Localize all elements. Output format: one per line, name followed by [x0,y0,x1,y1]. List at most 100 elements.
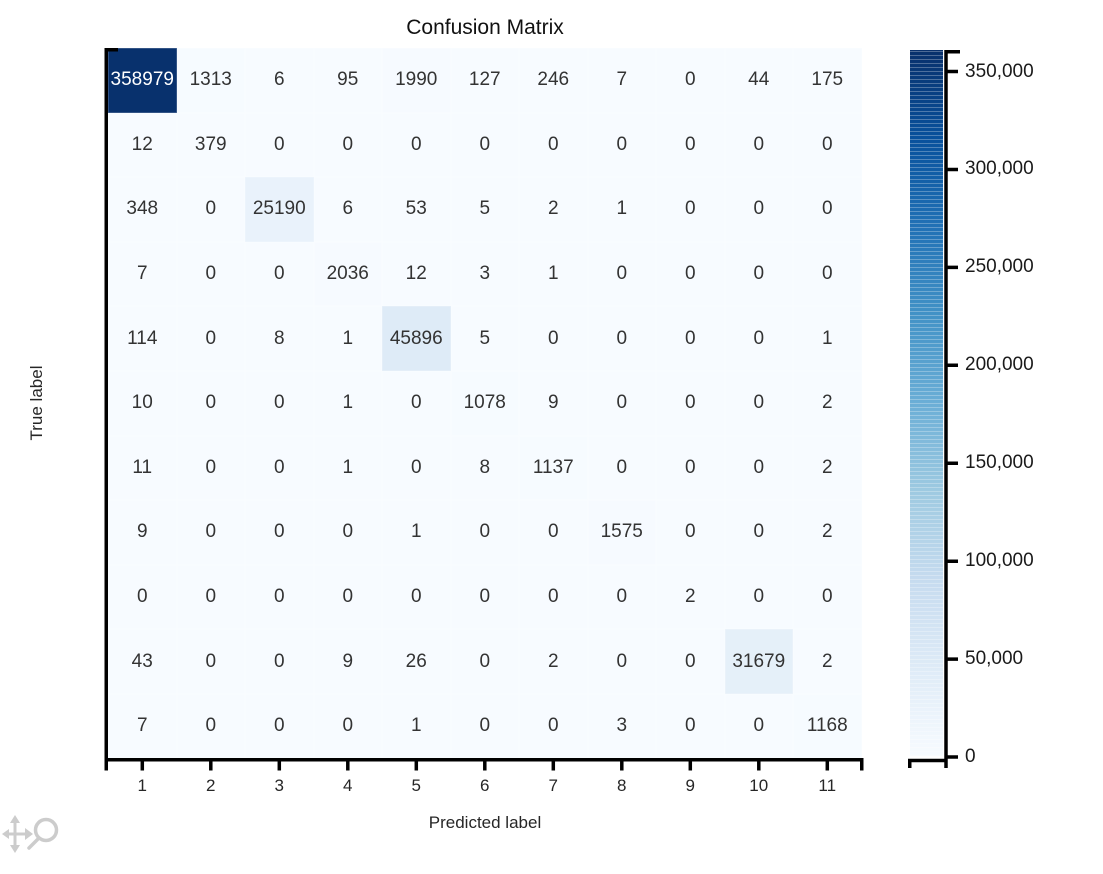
matrix-cell: 0 [587,241,656,307]
matrix-cell: 0 [587,370,656,436]
x-tick-label: 6 [480,776,490,795]
matrix-cell: 1137 [519,435,588,501]
matrix-cell: 0 [724,306,793,371]
matrix-cell: 0 [450,564,519,630]
matrix-cell: 0 [176,370,245,436]
matrix-cell: 2 [519,629,588,694]
matrix-cell: 2 [793,370,862,436]
matrix-cell: 1 [382,693,451,759]
matrix-cell: 0 [656,370,725,436]
matrix-cell: 1 [313,306,382,371]
matrix-cell: 8 [245,306,314,371]
matrix-cell: 0 [382,112,451,178]
x-tick-label: 11 [818,776,837,795]
colorbar-tick-label: 100,000 [965,550,1034,572]
matrix-cell: 0 [656,48,725,113]
matrix-cell: 2 [656,564,725,630]
matrix-cell: 0 [519,564,588,630]
matrix-cell: 0 [245,370,314,436]
matrix-cell: 0 [587,629,656,694]
matrix-cell: 1 [519,241,588,307]
matrix-cell: 0 [656,177,725,242]
matrix-cell: 0 [176,306,245,371]
matrix-cell: 0 [793,564,862,630]
matrix-cell: 0 [519,500,588,565]
colorbar-tick-label: 150,000 [965,452,1034,474]
colorbar-tick-label: 250,000 [965,256,1034,278]
matrix-cell: 53 [382,177,451,242]
x-tick-label: 10 [749,776,769,795]
matrix-cell: 0 [245,693,314,759]
matrix-cell: 95 [313,48,382,113]
matrix-cell: 0 [450,500,519,565]
matrix-cell: 1 [793,306,862,371]
matrix-cell: 45896 [382,306,451,371]
matrix-cell: 0 [519,693,588,759]
matrix-cell: 348 [108,177,177,242]
matrix-cell: 9 [519,370,588,436]
matrix-cell: 7 [108,241,177,307]
matrix-cell: 0 [245,435,314,501]
matrix-cell: 0 [724,500,793,565]
colorbar-tick-label: 200,000 [965,354,1034,376]
matrix-cell: 8 [450,435,519,501]
matrix-cell: 0 [382,564,451,630]
matrix-cell: 0 [450,112,519,178]
x-axis-label: Predicted label [428,813,542,832]
matrix-cell: 0 [313,500,382,565]
matrix-cell: 1078 [450,370,519,436]
matrix-cell: 0 [176,629,245,694]
matrix-cell: 0 [587,112,656,178]
x-tick-label: 9 [685,776,695,795]
matrix-cell: 0 [656,435,725,501]
x-tick-label: 1 [137,776,147,795]
matrix-cell: 379 [176,112,245,178]
matrix-cell: 0 [176,177,245,242]
x-tick-label: 3 [274,776,284,795]
matrix-cell: 9 [108,500,177,565]
matrix-cell: 0 [656,306,725,371]
matrix-cell: 3 [587,693,656,759]
matrix-cell: 6 [313,177,382,242]
matrix-cell: 0 [313,564,382,630]
matrix-cell: 1 [587,177,656,242]
matrix-cell: 0 [793,241,862,307]
x-tick-label: 8 [617,776,627,795]
matrix-cell: 0 [724,564,793,630]
magnifier-icon[interactable] [27,817,59,850]
matrix-cell: 0 [176,435,245,501]
matrix-cell: 25190 [245,177,314,242]
chart-title: Confusion Matrix [406,16,564,39]
matrix-cell: 3 [450,241,519,307]
matrix-cell: 175 [793,48,862,113]
colorbar-tick-label: 0 [965,746,976,767]
matrix-cell: 1313 [176,48,245,113]
matrix-cell: 2 [519,177,588,242]
x-tick-label: 5 [411,776,421,795]
matrix-cell: 6 [245,48,314,113]
matrix-cell: 5 [450,306,519,371]
plot-controls [2,815,59,853]
matrix-cell: 5 [450,177,519,242]
matrix-cell: 2 [793,435,862,501]
colorbar-tick-label: 350,000 [965,60,1034,82]
matrix-cell: 44 [724,48,793,113]
matrix-cell: 246 [519,48,588,113]
matrix-cell: 0 [176,241,245,307]
matrix-cell: 1 [313,370,382,436]
matrix-cell: 0 [656,500,725,565]
matrix-cell: 0 [587,435,656,501]
matrix-cell: 0 [245,500,314,565]
pan-arrows-icon[interactable] [2,815,33,853]
matrix-cell: 1990 [382,48,451,113]
matrix-cell: 43 [108,629,177,694]
matrix-cell: 1 [382,500,451,565]
matrix-cell: 0 [245,564,314,630]
matrix-cell: 0 [313,693,382,759]
matrix-cell: 11 [108,435,177,501]
matrix-cell: 0 [245,629,314,694]
matrix-cell: 0 [724,112,793,178]
matrix-cell: 0 [176,564,245,630]
matrix-cell: 0 [724,435,793,501]
